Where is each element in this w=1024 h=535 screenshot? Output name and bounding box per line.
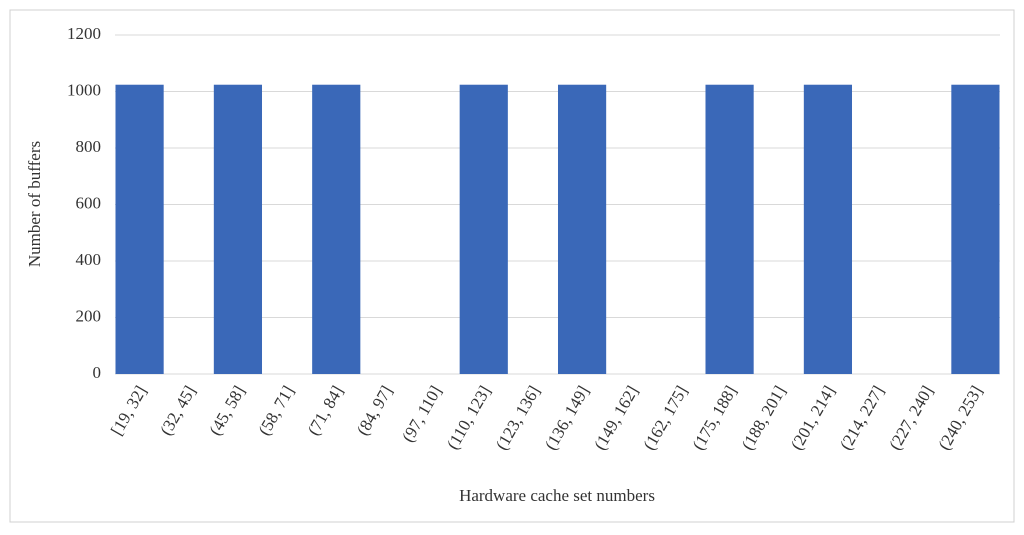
bar bbox=[312, 84, 361, 374]
bar bbox=[115, 84, 164, 374]
y-tick-label: 1000 bbox=[67, 80, 101, 99]
y-tick-label: 600 bbox=[76, 193, 102, 212]
y-tick-label: 1200 bbox=[67, 24, 101, 43]
bar bbox=[705, 84, 754, 374]
bar bbox=[803, 84, 853, 374]
y-tick-label: 400 bbox=[76, 250, 102, 269]
y-tick-label: 0 bbox=[93, 363, 102, 382]
bar bbox=[459, 84, 508, 374]
bar bbox=[951, 84, 1000, 374]
y-tick-label: 800 bbox=[76, 137, 102, 156]
x-axis-title: Hardware cache set numbers bbox=[459, 486, 655, 505]
y-tick-label: 200 bbox=[76, 306, 102, 325]
bar bbox=[557, 84, 607, 374]
bar bbox=[213, 84, 263, 374]
y-axis-title: Number of buffers bbox=[25, 141, 44, 267]
